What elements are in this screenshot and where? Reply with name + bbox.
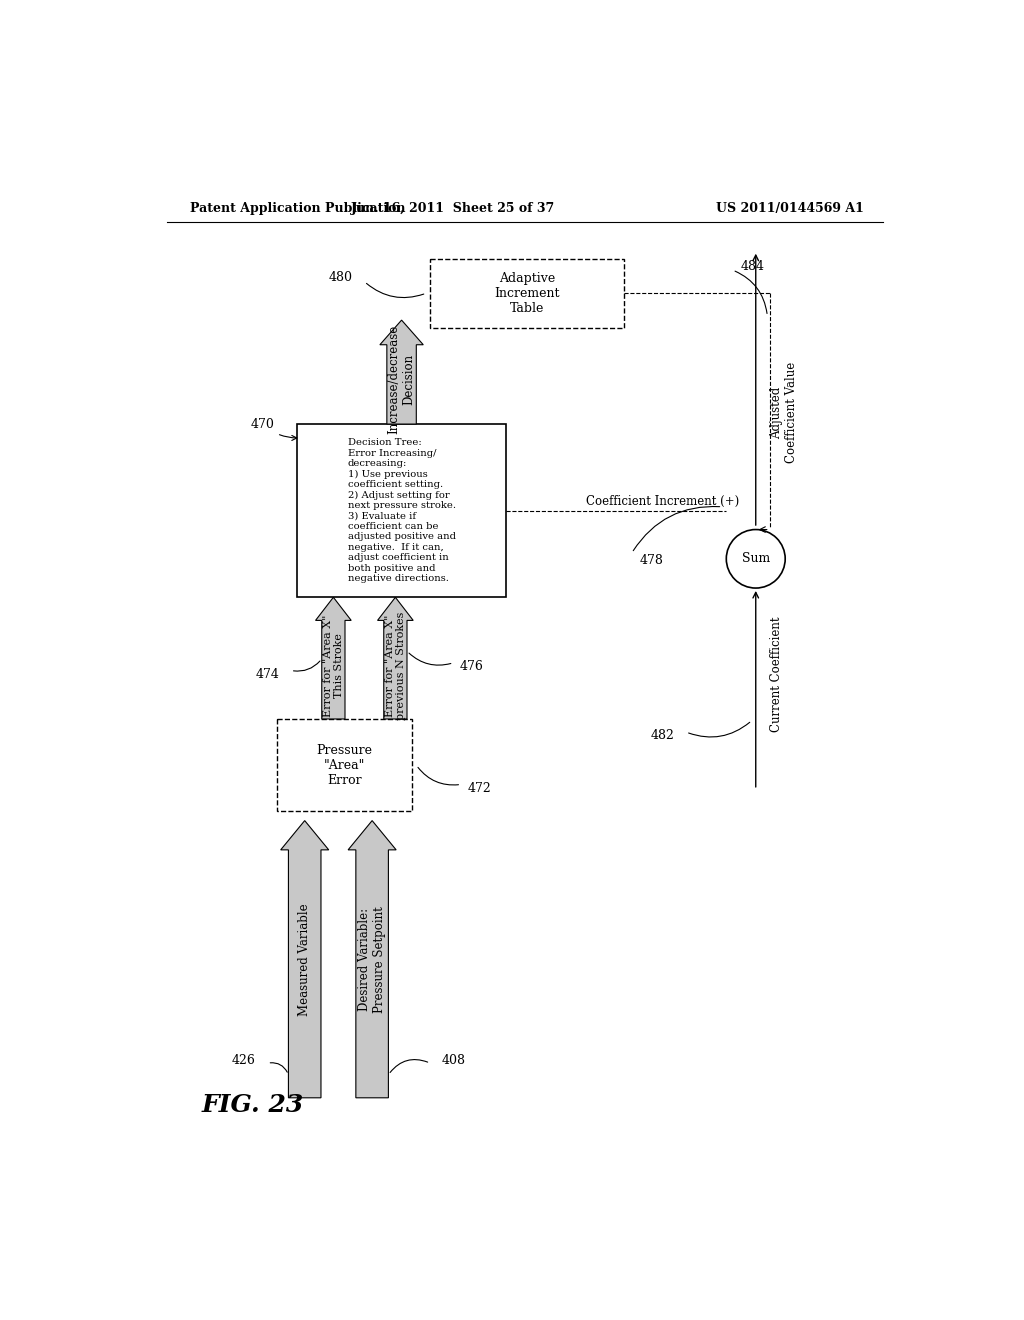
- Text: 478: 478: [640, 554, 664, 568]
- Text: Adaptive
Increment
Table: Adaptive Increment Table: [495, 272, 560, 314]
- Bar: [276, 719, 413, 812]
- Text: Decision Tree:
Error Increasing/
decreasing:
1) Use previous
coefficient setting: Decision Tree: Error Increasing/ decreas…: [347, 438, 456, 583]
- Text: Jun. 16, 2011  Sheet 25 of 37: Jun. 16, 2011 Sheet 25 of 37: [351, 202, 556, 215]
- Text: 484: 484: [740, 260, 764, 273]
- Bar: [430, 259, 624, 327]
- Text: Coefficient Increment (+): Coefficient Increment (+): [586, 495, 739, 508]
- Text: 408: 408: [442, 1055, 466, 1068]
- Text: Increase/decrease
Decision: Increase/decrease Decision: [387, 325, 416, 434]
- Polygon shape: [315, 597, 351, 719]
- Text: 482: 482: [650, 730, 675, 742]
- Text: 470: 470: [251, 418, 297, 441]
- Text: 472: 472: [467, 781, 492, 795]
- Text: 474: 474: [255, 668, 280, 681]
- Text: 426: 426: [232, 1055, 256, 1068]
- Polygon shape: [380, 321, 423, 424]
- Polygon shape: [378, 597, 414, 719]
- Polygon shape: [281, 821, 329, 1098]
- Text: Current Coefficient: Current Coefficient: [770, 616, 782, 733]
- Text: Sum: Sum: [741, 552, 770, 565]
- Text: Desired Variable:
Pressure Setpoint: Desired Variable: Pressure Setpoint: [358, 906, 386, 1012]
- Bar: [297, 424, 506, 597]
- Text: Adjusted
Coefficient Value: Adjusted Coefficient Value: [770, 362, 798, 463]
- Text: Patent Application Publication: Patent Application Publication: [190, 202, 406, 215]
- Text: Measured Variable: Measured Variable: [298, 903, 311, 1015]
- Text: US 2011/0144569 A1: US 2011/0144569 A1: [717, 202, 864, 215]
- Text: Error for "Area X"
This Stroke: Error for "Area X" This Stroke: [323, 615, 344, 717]
- Text: Error for "Area X"
previous N Strokes: Error for "Area X" previous N Strokes: [385, 611, 407, 719]
- Text: Pressure
"Area"
Error: Pressure "Area" Error: [316, 743, 373, 787]
- Text: 480: 480: [329, 271, 352, 284]
- Text: FIG. 23: FIG. 23: [202, 1093, 304, 1118]
- Circle shape: [726, 529, 785, 589]
- Polygon shape: [348, 821, 396, 1098]
- Text: 476: 476: [460, 660, 483, 673]
